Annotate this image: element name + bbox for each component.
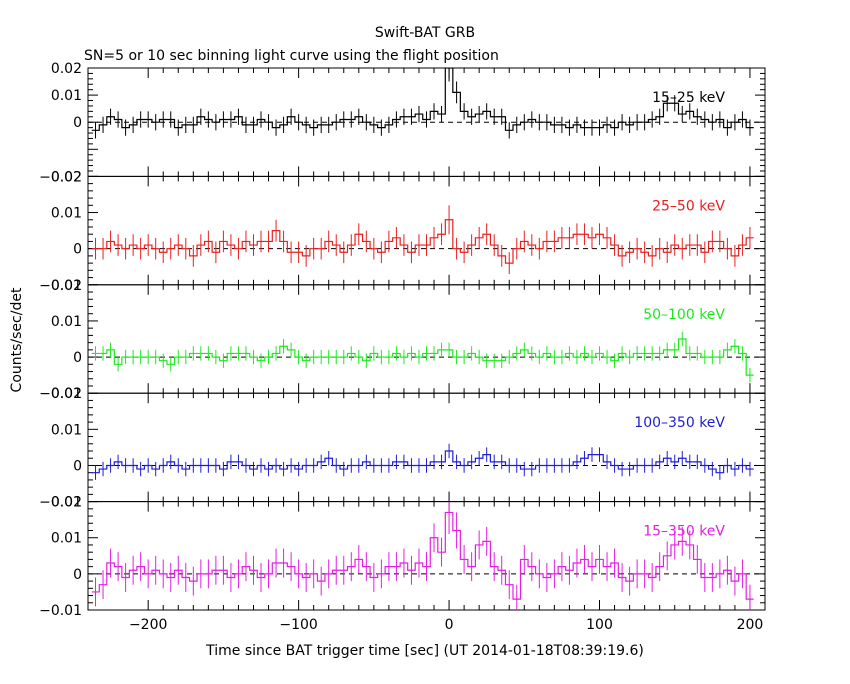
series-step-line bbox=[91, 219, 754, 264]
series-marks bbox=[91, 501, 754, 611]
x-tick-label: −100 bbox=[279, 617, 317, 633]
series-marks bbox=[91, 68, 754, 139]
series-step-line bbox=[91, 511, 754, 600]
y-tick-label: 0.02 bbox=[51, 278, 82, 294]
y-tick-label: 0.02 bbox=[51, 495, 82, 511]
chart-subtitle: SN=5 or 10 sec binning light curve using… bbox=[84, 48, 499, 64]
chart-title: Swift-BAT GRB bbox=[375, 25, 475, 41]
series-label: 50–100 keV bbox=[643, 307, 725, 323]
panel-1: −0.01 0 0.01 0.02 25–50 keV bbox=[39, 169, 766, 294]
panel-0: −0.02 0 0.01 0.02 15–25 keV bbox=[39, 61, 766, 185]
y-tick-label: 0 bbox=[73, 350, 82, 366]
panels-group: −0.02 0 0.01 0.02 15–25 keV −0.01 0 0.01 0.02 25–… bbox=[39, 61, 766, 633]
x-tick-label: 0 bbox=[445, 617, 454, 633]
y-tick-label: −0.02 bbox=[39, 169, 82, 185]
y-tick-label: −0.01 bbox=[39, 495, 82, 511]
panel-4: −0.01 0 0.01 0.02 15–350 keV −200 −100 0 100 200 bbox=[39, 495, 766, 633]
x-axis-label: Time since BAT trigger time [sec] (UT 20… bbox=[205, 643, 644, 659]
series-step-line bbox=[91, 68, 754, 131]
y-tick-label: 0.01 bbox=[51, 314, 82, 330]
series-label: 100–350 keV bbox=[634, 415, 725, 431]
panel-frame bbox=[87, 392, 766, 503]
y-axis-label: Counts/sec/det bbox=[9, 287, 25, 392]
x-tick-label: 100 bbox=[586, 617, 613, 633]
series-label: 15–25 keV bbox=[652, 90, 725, 106]
y-tick-label: 0 bbox=[73, 567, 82, 583]
series-step-line bbox=[91, 450, 754, 474]
y-tick-label: 0.02 bbox=[51, 386, 82, 402]
panel-3: −0.01 0 0.01 0.02 100–350 keV bbox=[39, 386, 766, 511]
x-tick-label: −200 bbox=[129, 617, 167, 633]
y-tick-label: 0.02 bbox=[51, 61, 82, 77]
y-tick-label: 0.02 bbox=[51, 169, 82, 185]
panel-frame bbox=[87, 284, 766, 394]
x-tick-label: 200 bbox=[737, 617, 764, 633]
y-tick-label: −0.01 bbox=[39, 386, 82, 402]
series-label: 15–350 keV bbox=[643, 524, 725, 540]
y-tick-label: −0.01 bbox=[39, 278, 82, 294]
series-marks bbox=[91, 443, 754, 480]
y-tick-label: 0 bbox=[73, 458, 82, 474]
y-tick-label: 0.01 bbox=[51, 422, 82, 438]
y-tick-label: 0 bbox=[73, 242, 82, 258]
y-tick-label: 0 bbox=[73, 115, 82, 131]
series-label: 25–50 keV bbox=[652, 198, 725, 214]
y-tick-label: 0.01 bbox=[51, 88, 82, 104]
y-tick-label: 0.01 bbox=[51, 206, 82, 222]
panel-frame bbox=[87, 501, 766, 611]
series-marks bbox=[91, 205, 754, 274]
y-tick-label: −0.01 bbox=[39, 603, 82, 619]
panel-frame bbox=[87, 175, 766, 286]
panel-2: −0.01 0 0.01 0.02 50–100 keV bbox=[39, 278, 766, 402]
y-tick-label: 0.01 bbox=[51, 531, 82, 547]
series-marks bbox=[91, 331, 754, 383]
